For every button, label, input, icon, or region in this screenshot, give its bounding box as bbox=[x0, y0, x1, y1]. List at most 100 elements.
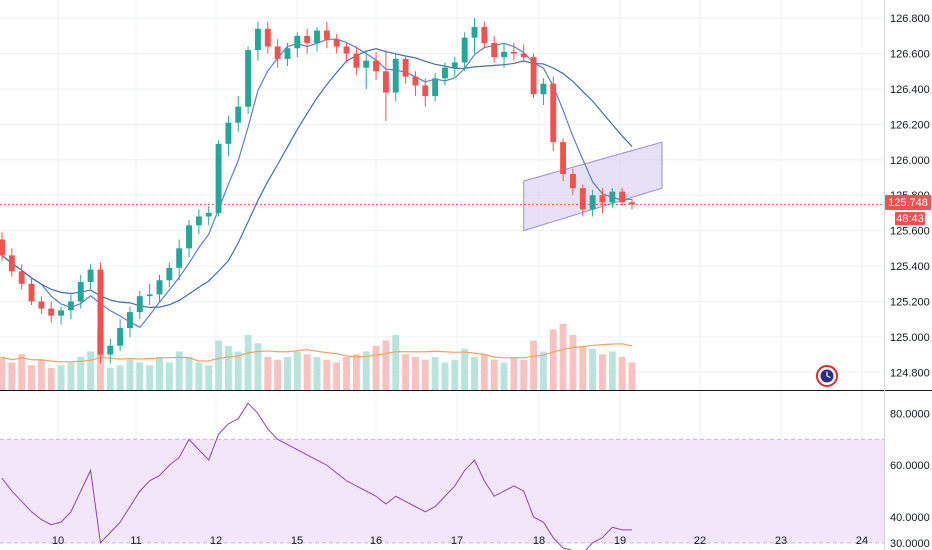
time-tick-label: 12 bbox=[210, 535, 222, 547]
candle-body bbox=[225, 122, 232, 144]
candle-body bbox=[569, 173, 576, 189]
candle-body bbox=[461, 37, 468, 63]
volume-bar bbox=[628, 362, 636, 390]
volume-bar bbox=[106, 368, 114, 390]
volume-bar bbox=[461, 348, 469, 390]
volume-bar bbox=[441, 362, 449, 390]
volume-bar bbox=[323, 359, 331, 390]
candle-body bbox=[117, 328, 124, 346]
candle-body bbox=[471, 27, 478, 38]
rsi-layer bbox=[0, 402, 884, 550]
volume-bar bbox=[175, 351, 183, 390]
volume-bar bbox=[402, 354, 410, 390]
volume-bar bbox=[195, 362, 203, 390]
volume-bar bbox=[520, 359, 528, 390]
volume-bar bbox=[116, 365, 124, 390]
volume-bar bbox=[215, 340, 223, 390]
volume-bar bbox=[451, 359, 459, 390]
candle-body bbox=[422, 85, 429, 97]
volume-bar bbox=[224, 346, 232, 390]
candle-body bbox=[501, 51, 507, 58]
volume-bar bbox=[205, 365, 213, 390]
candle-body bbox=[491, 42, 498, 58]
time-tick-label: 15 bbox=[291, 535, 303, 547]
price-tick-label: 126.000 bbox=[890, 155, 930, 167]
candle-body bbox=[8, 255, 15, 272]
volume-bar bbox=[87, 351, 95, 390]
volume-bar bbox=[293, 351, 301, 390]
time-tick-label: 23 bbox=[775, 535, 787, 547]
candle-body bbox=[176, 248, 183, 268]
candle-body bbox=[392, 58, 399, 93]
volume-bar bbox=[37, 359, 45, 390]
volume-bar bbox=[421, 359, 429, 390]
volume-bar bbox=[244, 335, 252, 390]
volume-ma-line bbox=[1, 343, 633, 363]
volume-bar bbox=[136, 362, 144, 390]
ma-slow-line bbox=[1, 48, 633, 309]
channel-layer[interactable] bbox=[523, 141, 663, 232]
rsi-tick-label: 60.0000 bbox=[890, 460, 930, 472]
time-axis-layer[interactable]: 10 11 12 15 16 17 18 19 22 23 24 bbox=[52, 535, 868, 547]
price-axis-layer[interactable]: 126.800126.600126.400126.200126.000125.8… bbox=[890, 13, 930, 550]
candle-body bbox=[442, 67, 448, 79]
candle-body bbox=[195, 216, 202, 226]
candle-body bbox=[58, 310, 65, 316]
candle-body bbox=[67, 301, 74, 311]
volume-bar bbox=[569, 335, 577, 390]
volume-bar bbox=[156, 357, 163, 390]
candle-body bbox=[127, 312, 133, 329]
price-tick-label: 125.400 bbox=[890, 261, 930, 273]
candle-body bbox=[402, 58, 409, 77]
volume-bar bbox=[234, 351, 242, 390]
timer-clock-icon[interactable] bbox=[816, 365, 838, 387]
volume-bar bbox=[431, 357, 439, 390]
candle-body bbox=[363, 60, 370, 68]
candle-body bbox=[412, 76, 419, 86]
price-tick-label: 125.000 bbox=[890, 332, 930, 344]
candle-body bbox=[343, 46, 350, 54]
candle-body bbox=[284, 48, 291, 59]
candle-body bbox=[274, 46, 281, 59]
candle-body bbox=[510, 51, 517, 54]
price-tag: 125.748 bbox=[885, 195, 931, 210]
candle-body bbox=[215, 143, 222, 213]
volume-bar bbox=[362, 351, 370, 390]
candle-body bbox=[599, 195, 606, 203]
candle-body bbox=[451, 62, 458, 68]
candle-body bbox=[432, 78, 439, 97]
time-tick-label: 19 bbox=[614, 535, 626, 547]
candle-body bbox=[48, 308, 55, 316]
volume-bar bbox=[343, 357, 350, 390]
candle-body bbox=[254, 28, 261, 51]
candle-body bbox=[314, 30, 320, 43]
volume-bar bbox=[8, 362, 16, 390]
candle-body bbox=[186, 225, 192, 249]
price-tick-label: 125.600 bbox=[890, 226, 930, 238]
volume-bar bbox=[352, 354, 360, 390]
volume-bar bbox=[313, 357, 321, 390]
volume-bar bbox=[146, 365, 154, 390]
price-tick-label: 125.200 bbox=[890, 296, 930, 308]
volume-bar bbox=[559, 324, 567, 390]
volume-bar bbox=[0, 357, 6, 390]
rsi-tick-label: 80.0000 bbox=[890, 409, 930, 421]
candle-body bbox=[520, 53, 527, 58]
time-tick-label: 11 bbox=[130, 535, 141, 547]
candle-body bbox=[550, 83, 557, 143]
timer-tag-label: 48:43 bbox=[896, 213, 924, 225]
price-channel[interactable] bbox=[523, 141, 663, 232]
price-tick-label: 126.200 bbox=[890, 119, 930, 131]
candles-layer bbox=[0, 18, 635, 364]
rsi-line bbox=[1, 402, 632, 550]
volume-bar bbox=[411, 357, 419, 390]
candle-body bbox=[579, 188, 586, 210]
candle-body bbox=[18, 271, 25, 284]
volume-bar bbox=[579, 346, 587, 390]
volume-bar bbox=[126, 359, 134, 390]
candle-body bbox=[245, 50, 252, 107]
volume-bar bbox=[303, 354, 311, 390]
candle-body bbox=[146, 294, 153, 297]
volume-bar bbox=[608, 351, 616, 390]
